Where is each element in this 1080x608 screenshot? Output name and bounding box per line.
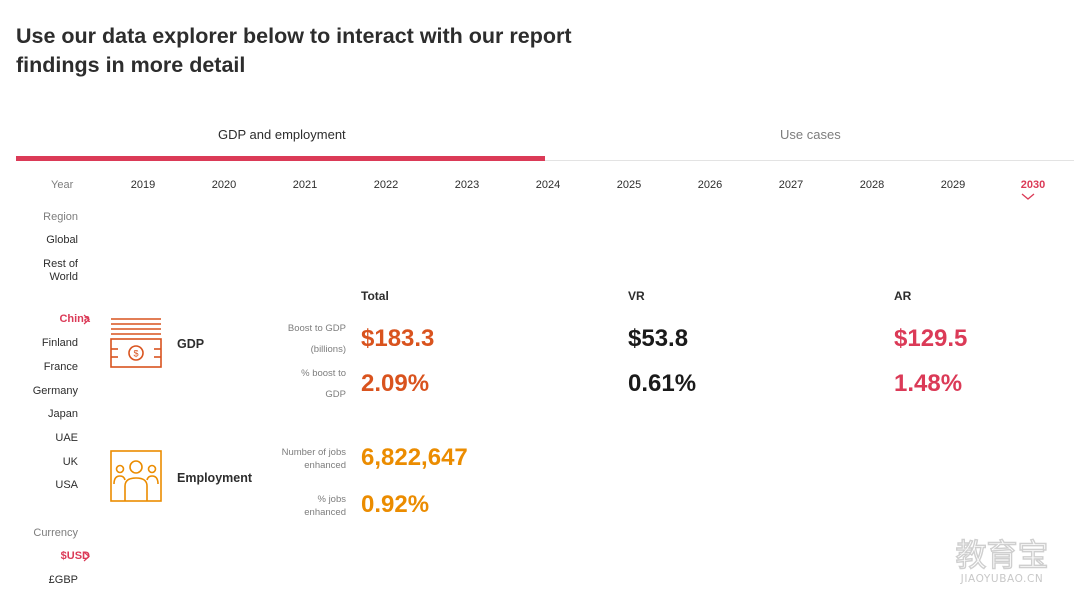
region-option-global[interactable]: Global — [46, 234, 78, 246]
region-option-japan[interactable]: Japan — [48, 408, 78, 420]
region-label: Region — [43, 211, 78, 223]
year-option-2026[interactable]: 2026 — [697, 179, 723, 191]
year-option-2021[interactable]: 2021 — [292, 179, 318, 191]
jobs-label: Number of jobs enhanced — [282, 446, 346, 472]
region-option-china[interactable]: China — [59, 313, 90, 325]
region-option-finland[interactable]: Finland — [41, 337, 78, 349]
column-header-ar: AR — [894, 289, 912, 303]
tab-active-indicator — [16, 156, 545, 161]
jobs-pct-label-line1: % jobs — [317, 494, 346, 505]
region-option-uk[interactable]: UK — [62, 456, 78, 468]
gdp-boost-label-line2: (billions) — [310, 344, 346, 355]
currency-label: Currency — [33, 527, 78, 539]
column-header-total: Total — [361, 289, 389, 303]
currency-option-gbp[interactable]: £GBP — [48, 574, 78, 586]
chevron-down-icon — [1021, 193, 1035, 200]
year-option-2027[interactable]: 2027 — [778, 179, 804, 191]
gdp-pct-label-line2: GDP — [325, 389, 346, 400]
region-option-rest-of-world[interactable]: Rest of World — [43, 258, 78, 283]
gdp-ar-boost-value: $129.5 — [894, 325, 968, 352]
chevron-right-icon — [83, 551, 90, 562]
gdp-boost-label-line1: Boost to GDP — [287, 323, 346, 334]
svg-text:$: $ — [133, 349, 138, 359]
year-option-2019[interactable]: 2019 — [130, 179, 156, 191]
page-title: Use our data explorer below to interact … — [16, 24, 572, 77]
year-option-2029[interactable]: 2029 — [940, 179, 966, 191]
region-option-germany[interactable]: Germany — [32, 385, 78, 397]
year-label: Year — [51, 179, 74, 191]
tab-gdp-employment[interactable]: GDP and employment — [218, 127, 346, 142]
gdp-vr-boost-value: $53.8 — [628, 325, 689, 352]
region-option-france[interactable]: France — [43, 361, 78, 373]
watermark-text: 教育宝 — [956, 538, 1049, 574]
year-option-2030[interactable]: 2030 — [1020, 179, 1046, 191]
jobs-label-line2: enhanced — [304, 460, 346, 471]
gdp-ar-pct-value: 1.48% — [894, 370, 963, 397]
gdp-total-pct-value: 2.09% — [361, 370, 430, 397]
tab-divider — [16, 160, 1074, 161]
year-option-2024[interactable]: 2024 — [535, 179, 561, 191]
year-option-2025[interactable]: 2025 — [616, 179, 642, 191]
money-icon: $ — [110, 318, 162, 368]
column-header-vr: VR — [628, 289, 645, 303]
region-option-usa[interactable]: USA — [55, 479, 78, 491]
gdp-boost-label: Boost to GDP (billions) — [288, 318, 346, 360]
jobs-label-line1: Number of jobs — [281, 447, 346, 458]
employment-title: Employment — [177, 471, 253, 485]
jobs-pct-label-line2: enhanced — [304, 507, 346, 518]
gdp-title: GDP — [177, 337, 205, 351]
year-option-2023[interactable]: 2023 — [454, 179, 480, 191]
jobs-pct-label: % jobs enhanced — [304, 493, 346, 519]
currency-option-usd[interactable]: $USD — [60, 550, 90, 562]
watermark-logo: 教育宝 JIAOYUBAO.CN — [955, 537, 1049, 585]
gdp-pct-label-line1: % boost to — [301, 368, 346, 379]
employment-jobs-value: 6,822,647 — [361, 444, 468, 471]
people-icon — [110, 450, 162, 502]
year-option-2028[interactable]: 2028 — [859, 179, 885, 191]
employment-pct-value: 0.92% — [361, 491, 430, 518]
year-option-2020[interactable]: 2020 — [211, 179, 237, 191]
year-option-2022[interactable]: 2022 — [373, 179, 399, 191]
region-option-uae[interactable]: UAE — [55, 432, 78, 444]
gdp-total-boost-value: $183.3 — [361, 325, 435, 352]
gdp-vr-pct-value: 0.61% — [628, 370, 697, 397]
tab-use-cases[interactable]: Use cases — [780, 127, 841, 142]
watermark-subtext: JIAOYUBAO.CN — [960, 573, 1044, 585]
chevron-right-icon — [83, 314, 90, 325]
gdp-pct-label: % boost to GDP — [301, 363, 346, 405]
